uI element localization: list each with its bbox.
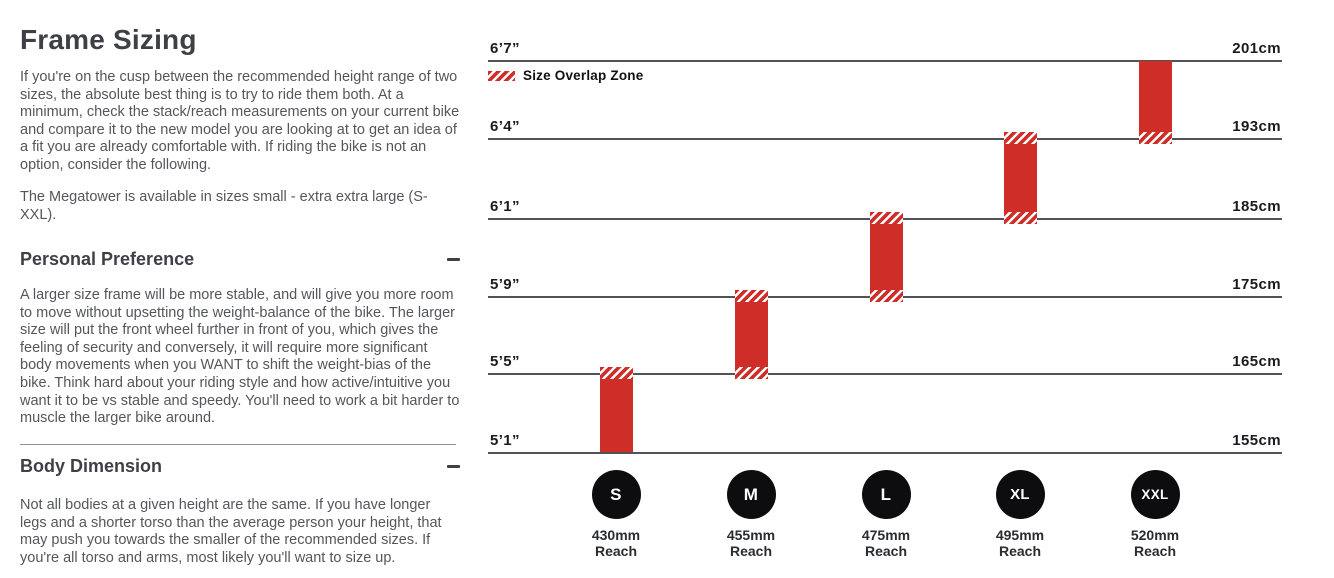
overlap-zone-bottom-XL [1003,212,1037,224]
size-circle-XL: XL [995,470,1045,519]
height-tick-imperial-185: 6’1” [490,198,520,215]
bar-solid-L [869,224,903,290]
gridline-201cm [488,60,1282,62]
availability-note: The Megatower is available in sizes smal… [20,189,428,223]
section-heading-personal-preference: Personal Preference [20,249,195,269]
reach-value-XL: 495mm [995,527,1045,543]
bar-solid-M [734,302,768,367]
reach-word-XXL: Reach [1133,543,1177,559]
reach-word-M: Reach [729,543,773,559]
personal-preference-body: A larger size frame will be more stable,… [20,287,460,427]
height-tick-metric-193: 193cm [1232,118,1281,135]
size-bar-L [869,212,903,302]
reach-label-XXL: 520mm Reach [1110,527,1200,559]
reach-label-L: 475mm Reach [841,527,931,559]
reach-value-L: 475mm [861,527,911,543]
size-bar-M [734,290,768,379]
section-divider [20,444,456,445]
section-header-personal-preference[interactable]: Personal Preference [20,249,460,270]
height-tick-metric-165: 165cm [1232,353,1281,370]
height-tick-metric-185: 185cm [1232,198,1281,215]
size-circle-M: M [726,470,776,519]
size-bar-XL [1003,132,1037,224]
left-column: Frame Sizing If you're on the cusp betwe… [20,0,460,578]
overlap-zone-top-L [869,212,903,224]
height-tick-metric-201: 201cm [1232,40,1281,57]
size-circle-XXL: XXL [1130,470,1180,519]
reach-value-M: 455mm [726,527,776,543]
height-tick-imperial-201: 6’7” [490,40,520,57]
size-circle-S: S [591,470,641,519]
bar-solid-XXL [1138,61,1172,132]
page-title: Frame Sizing [20,24,197,55]
bar-solid-XL [1003,144,1037,212]
minus-icon[interactable] [447,258,460,261]
legend-label: Size Overlap Zone [523,68,644,83]
height-tick-metric-155: 155cm [1232,432,1281,449]
overlap-zone-top-S [599,367,633,379]
section-header-body-dimension[interactable]: Body Dimension [20,456,460,477]
height-tick-metric-175: 175cm [1232,276,1281,293]
gridline-165cm [488,373,1282,375]
size-bar-XXL [1138,61,1172,144]
size-bar-S [599,367,633,452]
overlap-zone-top-M [734,290,768,302]
reach-word-L: Reach [864,543,908,559]
intro-paragraph: If you're on the cusp between the recomm… [20,69,460,173]
gridline-193cm [488,138,1282,140]
reach-label-M: 455mm Reach [706,527,796,559]
overlap-zone-bottom-XXL [1138,132,1172,144]
gridline-155cm [488,452,1282,454]
bar-solid-S [599,379,633,452]
section-heading-body-dimension: Body Dimension [20,456,163,476]
reach-label-XL: 495mm Reach [975,527,1065,559]
reach-word-S: Reach [594,543,638,559]
size-circle-L: L [861,470,911,519]
height-tick-imperial-193: 6’4” [490,118,520,135]
height-tick-imperial-175: 5’9” [490,276,520,293]
height-tick-imperial-165: 5’5” [490,353,520,370]
reach-value-S: 430mm [591,527,641,543]
reach-value-XXL: 520mm [1130,527,1180,543]
overlap-hatch-swatch-icon [488,70,515,81]
overlap-zone-bottom-L [869,290,903,302]
height-tick-imperial-155: 5’1” [490,432,520,449]
overlap-zone-bottom-M [734,367,768,379]
reach-label-S: 430mm Reach [571,527,661,559]
reach-word-XL: Reach [998,543,1042,559]
overlap-zone-top-XL [1003,132,1037,144]
body-dimension-body: Not all bodies at a given height are the… [20,497,442,566]
minus-icon[interactable] [447,465,460,468]
chart-legend: Size Overlap Zone [488,68,643,83]
